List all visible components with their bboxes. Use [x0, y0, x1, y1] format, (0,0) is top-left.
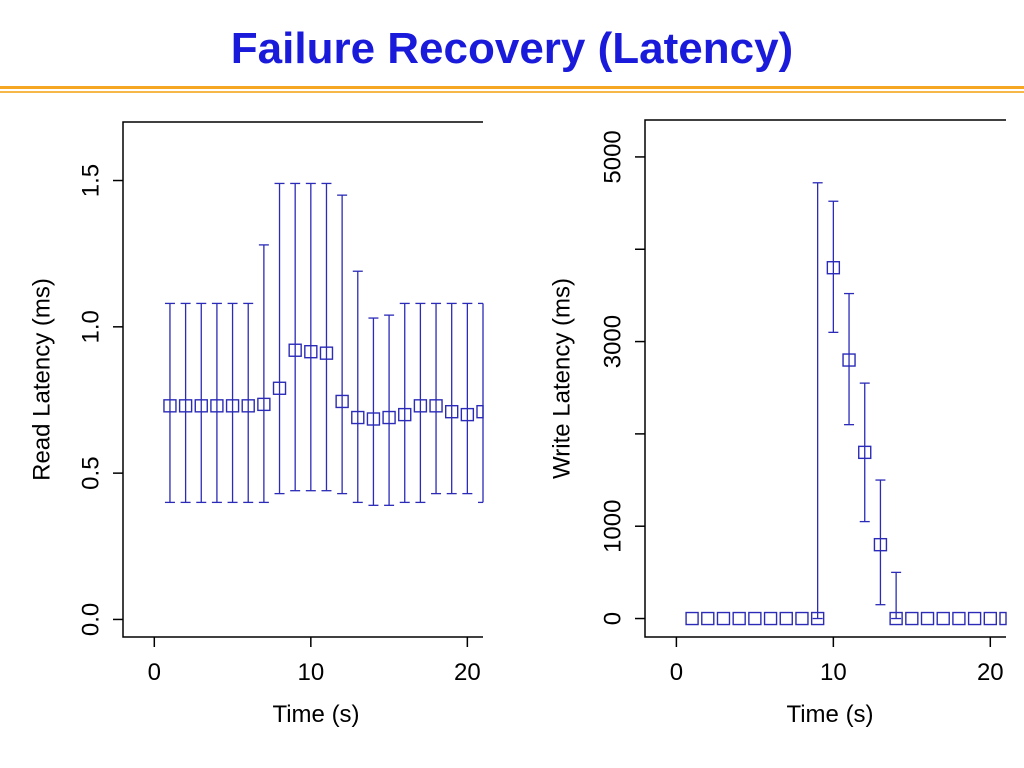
- data-point: [178, 399, 193, 413]
- data-point: [460, 407, 475, 422]
- data-point: [366, 412, 381, 426]
- x-tick-label: 0: [670, 659, 683, 686]
- data-point: [335, 394, 349, 409]
- x-axis-title: Time (s): [786, 701, 873, 728]
- data-point: [795, 611, 809, 626]
- x-tick-label: 20: [977, 659, 1004, 686]
- data-point: [701, 611, 715, 626]
- plot-frame: [644, 119, 1006, 638]
- slide-title: Failure Recovery (Latency): [230, 24, 794, 73]
- y-tick-label: 1.0: [78, 310, 105, 343]
- y-tick-label: 1.5: [78, 164, 105, 197]
- data-point: [429, 399, 443, 413]
- data-point: [858, 445, 872, 460]
- x-tick-label: 10: [820, 659, 847, 686]
- data-point: [257, 397, 271, 412]
- y-tick-label: 1000: [600, 500, 627, 553]
- y-axis-title: Read Latency (ms): [29, 278, 56, 481]
- data-point: [936, 611, 950, 626]
- data-point: [210, 399, 224, 413]
- chart-2: 0 1000 3000 5000 0 10 20 Time (s) Write Latency …: [549, 119, 1007, 728]
- data-point: [413, 399, 428, 413]
- data-point: [826, 261, 841, 275]
- data-point: [398, 407, 412, 422]
- data-point: [241, 399, 255, 413]
- data-point: [382, 410, 396, 425]
- data-point: [732, 611, 746, 626]
- data-point: [842, 353, 856, 367]
- data-point: [351, 410, 365, 425]
- y-tick-label: 0.5: [78, 456, 105, 489]
- data-point: [779, 611, 793, 626]
- data-point: [194, 399, 208, 413]
- x-tick-label: 10: [297, 659, 324, 686]
- data-point: [319, 346, 334, 360]
- y-tick-label: 5000: [600, 130, 627, 183]
- title-underline: [0, 86, 1024, 89]
- x-tick-label: 0: [148, 659, 161, 686]
- data-point: [983, 611, 998, 626]
- data-point: [225, 399, 240, 413]
- data-point: [920, 611, 935, 626]
- data-point: [952, 611, 966, 626]
- y-tick-label: 0.0: [78, 603, 105, 636]
- data-point: [716, 611, 731, 626]
- data-point: [163, 399, 177, 413]
- data-point: [889, 611, 903, 626]
- y-tick-label: 3000: [600, 315, 627, 368]
- data-point: [999, 611, 1007, 626]
- data-point: [272, 381, 287, 395]
- data-point: [967, 611, 982, 626]
- data-point: [763, 611, 778, 626]
- x-axis-title: Time (s): [272, 701, 359, 728]
- data-point: [288, 343, 302, 357]
- data-point: [810, 611, 825, 626]
- plot-frame: [122, 121, 483, 638]
- data-point: [748, 611, 762, 626]
- y-axis-title: Write Latency (ms): [549, 278, 576, 479]
- y-tick-label: 0: [600, 612, 627, 625]
- data-point: [873, 537, 888, 552]
- data-point: [304, 345, 318, 359]
- data-point: [476, 404, 484, 419]
- data-point: [685, 611, 699, 626]
- data-point: [905, 611, 919, 626]
- data-point: [444, 404, 459, 419]
- x-tick-label: 20: [454, 659, 481, 686]
- chart-1: 0.0 0.5 1.0 1.5 0 10 20 Time (s) Read Latency (m…: [29, 121, 484, 728]
- title-underline-secondary: [0, 91, 1024, 93]
